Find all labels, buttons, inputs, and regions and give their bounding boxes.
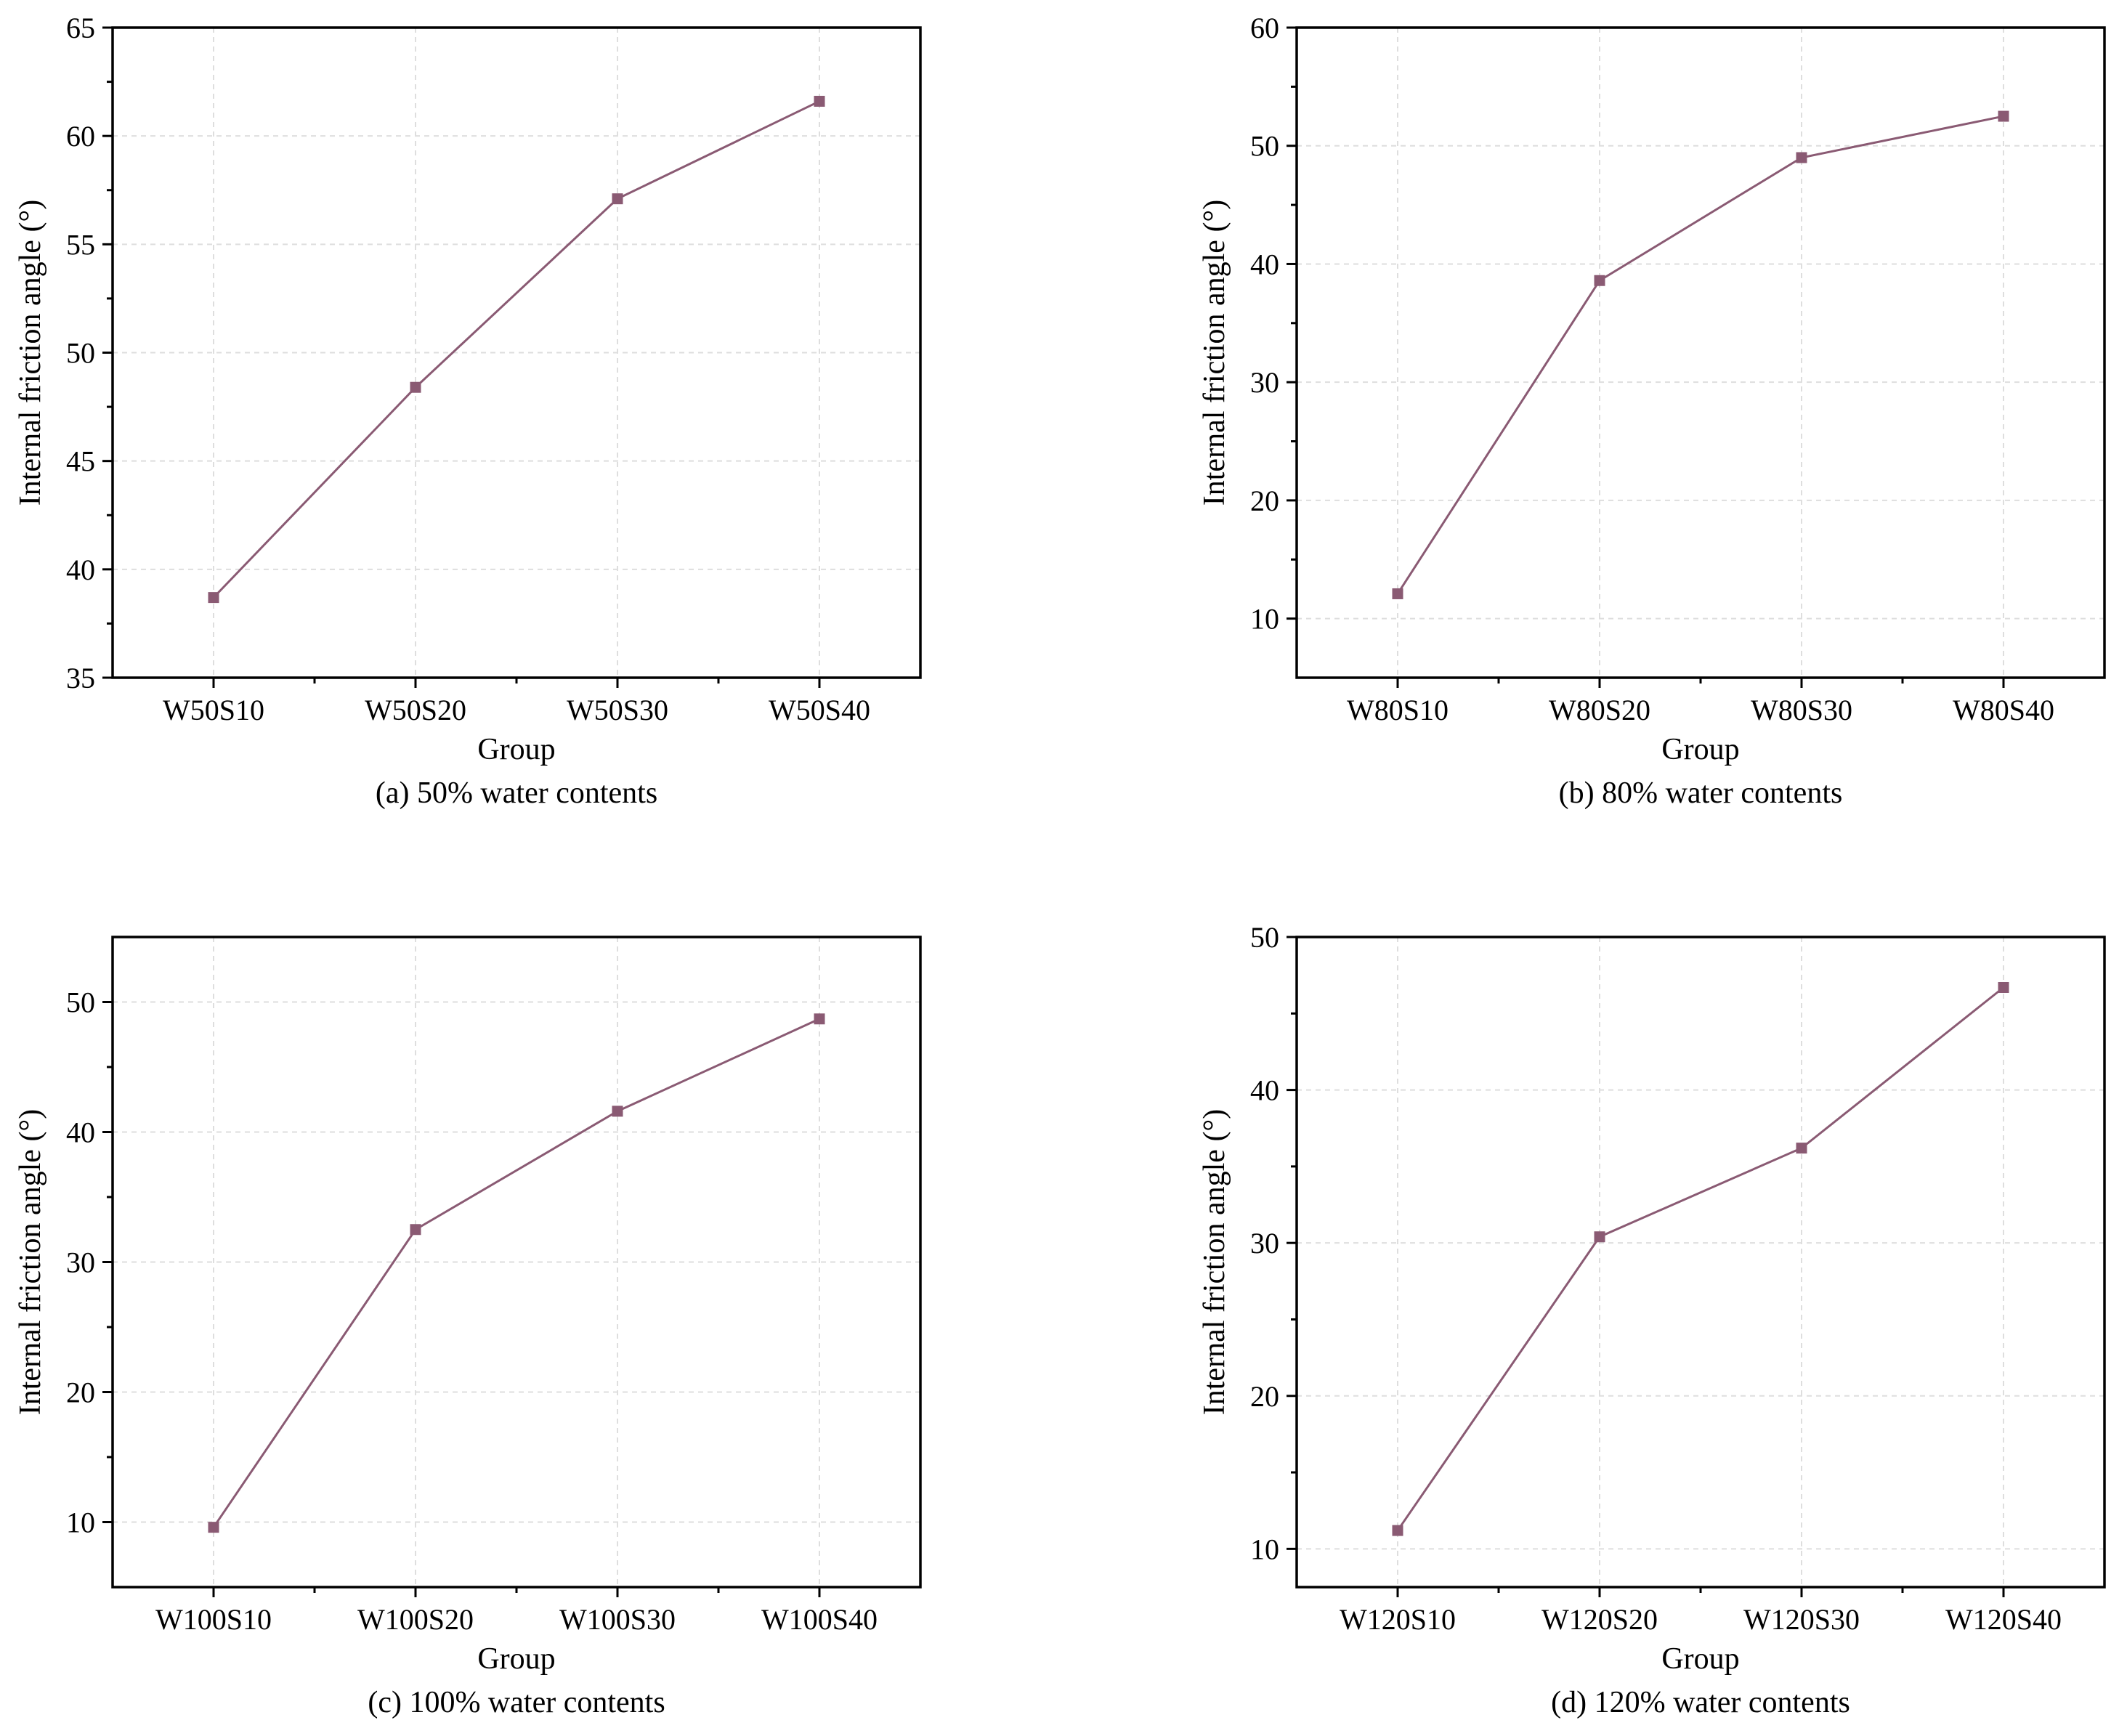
data-point-W50S40 [814, 95, 825, 107]
y-tick-label: 65 [66, 12, 95, 44]
x-tick-label: W50S20 [365, 694, 466, 726]
data-point-W120S30 [1796, 1143, 1807, 1154]
x-tick-label: W80S30 [1751, 694, 1852, 726]
data-point-W100S40 [814, 1013, 825, 1025]
y-tick-label: 50 [66, 986, 95, 1019]
y-tick-label: 50 [66, 337, 95, 370]
x-tick-label: W80S10 [1347, 694, 1449, 726]
chart-panel-3: 10 20 30 40 50 W100S10 W100S20 W100S30 W100S40 Gr… [14, 936, 922, 1719]
panel-caption: (d) 120% water contents [1551, 1686, 1850, 1719]
y-tick-label: 50 [1250, 921, 1279, 954]
data-point-W80S20 [1594, 275, 1605, 286]
series-line [212, 1018, 820, 1528]
data-point-W120S10 [1392, 1525, 1403, 1536]
y-axis-title: Internal friction angle (°) [14, 200, 47, 506]
y-tick-label: 30 [1250, 1227, 1279, 1260]
x-tick-label: W120S40 [1945, 1603, 2062, 1636]
y-tick-label: 10 [1250, 603, 1279, 636]
data-point-W120S40 [1998, 981, 2009, 993]
data-point-W50S20 [410, 381, 421, 393]
x-tick-label: W100S10 [155, 1603, 272, 1636]
data-point-W80S10 [1392, 588, 1403, 599]
y-tick-label: 20 [1250, 1380, 1279, 1413]
x-tick-label: W50S10 [163, 694, 264, 726]
data-point-W100S30 [612, 1106, 623, 1117]
data-point-W80S40 [1998, 110, 2009, 122]
data-point-W50S10 [208, 592, 219, 604]
series-line [1396, 115, 2004, 595]
x-tick-label: W80S40 [1953, 694, 2054, 726]
y-tick-label: 40 [1250, 248, 1279, 280]
panel-caption: (a) 50% water contents [376, 776, 657, 810]
data-point-W100S20 [410, 1224, 421, 1236]
y-tick-label: 20 [1250, 484, 1279, 517]
x-tick-label: W100S30 [559, 1603, 676, 1636]
panel-caption: (b) 80% water contents [1559, 776, 1843, 810]
y-tick-label: 10 [1250, 1533, 1279, 1565]
y-tick-label: 60 [66, 120, 95, 153]
plot-frame [1295, 936, 2106, 1589]
data-point-W100S10 [208, 1522, 219, 1533]
chart-panel-2: 10 20 30 40 50 60 W80S10 W80S20 W80S30 W80S40 Grou… [1198, 12, 2106, 810]
y-tick-label: 20 [66, 1376, 95, 1409]
x-axis-title: Group [1661, 733, 1739, 766]
data-point-W120S20 [1594, 1231, 1605, 1243]
x-axis-title: Group [477, 733, 555, 766]
y-tick-label: 50 [1250, 130, 1279, 163]
y-axis-title: Internal friction angle (°) [1198, 1109, 1231, 1415]
y-axis-title: Internal friction angle (°) [14, 1109, 47, 1415]
y-axis-title: Internal friction angle (°) [1198, 200, 1231, 506]
x-tick-label: W50S40 [769, 694, 870, 726]
x-tick-label: W80S20 [1549, 694, 1650, 726]
y-tick-label: 45 [66, 445, 95, 478]
chart-panel-1: 35 40 45 50 55 60 65 W50S10 W50S20 W50S30 W50S40 Gr… [14, 12, 922, 810]
y-tick-label: 35 [66, 662, 95, 694]
panel-caption: (c) 100% water contents [368, 1686, 665, 1719]
y-tick-label: 30 [1250, 366, 1279, 399]
x-tick-label: W120S20 [1541, 1603, 1658, 1636]
y-tick-label: 10 [66, 1506, 95, 1539]
plot-frame [111, 26, 922, 679]
x-axis-title: Group [477, 1642, 555, 1676]
y-tick-label: 30 [66, 1246, 95, 1279]
data-point-W80S30 [1796, 152, 1807, 163]
y-tick-label: 60 [1250, 12, 1279, 44]
x-tick-label: W100S20 [357, 1603, 474, 1636]
y-tick-label: 55 [66, 228, 95, 261]
y-tick-label: 40 [66, 553, 95, 586]
x-tick-label: W120S10 [1340, 1603, 1456, 1636]
chart-panel-4: 10 20 30 40 50 W120S10 W120S20 W120S30 W120S40 Gr… [1198, 921, 2106, 1719]
x-tick-label: W100S40 [761, 1603, 878, 1636]
x-axis-title: Group [1661, 1642, 1739, 1676]
x-tick-label: W50S30 [567, 694, 668, 726]
x-tick-label: W120S30 [1743, 1603, 1860, 1636]
plot-frame [111, 936, 922, 1589]
series-line [212, 100, 820, 599]
y-tick-label: 40 [66, 1116, 95, 1149]
plot-frame [1295, 26, 2106, 679]
series-line [1396, 986, 2004, 1531]
y-tick-label: 40 [1250, 1074, 1279, 1107]
data-point-W50S30 [612, 193, 623, 205]
